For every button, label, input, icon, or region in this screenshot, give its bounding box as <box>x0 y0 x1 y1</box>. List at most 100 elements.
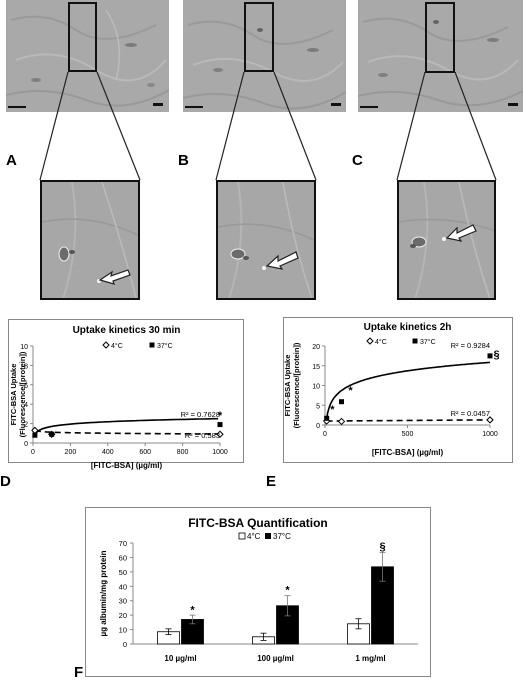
zoom-connector-lines <box>39 71 497 181</box>
scale-bar <box>8 106 26 108</box>
x-tick-label: 400 <box>102 449 114 456</box>
y-axis-label: (Fluorescence/[protein]) <box>18 351 27 437</box>
r-squared-label: R² = 0.7628 <box>181 410 220 419</box>
zoom-inset-b <box>216 180 316 300</box>
roi-box-a <box>68 2 97 72</box>
x-axis-label: [FITC-BSA] (µg/ml) <box>372 448 444 457</box>
y-tick-label: 60 <box>119 553 127 562</box>
r-squared-label: R² = 0.9284 <box>451 341 490 350</box>
arrow-icon <box>445 224 477 242</box>
y-tick-label: 4 <box>24 402 28 409</box>
roi-box-b <box>244 2 274 72</box>
r-squared-label: R² = 0.583 <box>185 431 220 440</box>
significance-marker: § <box>494 349 500 361</box>
y-tick-label: 2 <box>24 422 28 429</box>
y-axis-label: FITC-BSA Uptake <box>9 364 18 426</box>
legend-swatch-4c <box>238 532 246 540</box>
data-point-37c <box>324 415 330 421</box>
data-point-4c <box>486 416 494 424</box>
legend-label: 37°C <box>273 532 291 541</box>
y-tick-label: 20 <box>312 344 320 351</box>
scale-bar <box>508 103 518 106</box>
x-category-label: 1 mg/ml <box>355 654 385 663</box>
data-point-37c <box>32 432 38 438</box>
y-tick-label: 0 <box>123 640 127 649</box>
trend-line-37c <box>325 361 491 422</box>
x-tick-label: 0 <box>323 431 327 438</box>
legend-label: 4°C <box>375 338 387 346</box>
x-tick-label: 1000 <box>482 431 498 438</box>
data-point-37c <box>217 422 223 428</box>
legend-marker-37c <box>412 338 418 344</box>
micrograph-b-texture <box>183 20 346 110</box>
x-tick-label: 200 <box>65 449 77 456</box>
y-axis-label: µg albumin/mg protein <box>99 550 108 636</box>
y-tick-label: 10 <box>312 384 320 391</box>
y-tick-label: 8 <box>24 363 28 370</box>
x-axis-label: [FITC-BSA] (µg/ml) <box>91 461 163 470</box>
y-tick-label: 10 <box>119 626 127 635</box>
zoom-inset-a-image <box>42 182 138 298</box>
y-tick-label: 70 <box>119 539 127 548</box>
zoom-inset-b-image <box>218 182 314 298</box>
y-axis-label: (Fluorescence/[protein]) <box>292 342 301 428</box>
chart-title: Uptake kinetics 2h <box>364 322 452 333</box>
data-point-37c <box>487 353 493 359</box>
x-tick-label: 1000 <box>212 449 228 456</box>
panel-label-f: F <box>74 664 84 681</box>
legend-swatch-37c <box>265 533 271 539</box>
significance-marker: * <box>348 385 353 397</box>
x-tick-label: 600 <box>139 449 151 456</box>
panel-label-b: B <box>178 152 189 169</box>
chart-title: FITC-BSA Quantification <box>188 516 328 530</box>
significance-marker: * <box>285 585 290 597</box>
r-squared-label: R² = 0.0457 <box>451 409 490 418</box>
data-point-37c <box>339 399 344 405</box>
chart-e-frame <box>283 317 513 463</box>
y-tick-label: 0 <box>24 441 28 448</box>
x-category-label: 10 µg/ml <box>164 654 196 663</box>
legend-label: 37°C <box>157 342 173 350</box>
legend-label: 4°C <box>111 342 123 350</box>
y-tick-label: 20 <box>119 611 127 620</box>
legend-marker-37c <box>149 342 155 348</box>
chart-d-frame <box>8 319 244 463</box>
arrow-icon <box>98 269 131 285</box>
trend-line-37c <box>34 417 219 435</box>
y-tick-label: 30 <box>119 597 127 606</box>
micrograph-a <box>6 0 169 112</box>
y-tick-label: 10 <box>20 344 28 351</box>
scale-bar <box>185 106 203 108</box>
significance-marker: * <box>330 404 335 416</box>
scale-bar <box>153 103 163 106</box>
x-category-label: 100 µg/ml <box>257 654 294 663</box>
y-tick-label: 5 <box>316 403 320 410</box>
y-tick-label: 15 <box>312 364 320 371</box>
micrograph-c <box>358 0 523 112</box>
data-point-4c <box>216 430 224 438</box>
scale-bar <box>360 106 378 108</box>
zoom-inset-a <box>40 180 140 300</box>
significance-marker: § <box>379 541 385 553</box>
roi-box-c <box>425 2 455 73</box>
zoom-inset-c <box>397 180 496 300</box>
x-tick-label: 0 <box>31 449 35 456</box>
scale-bar <box>331 103 341 106</box>
trend-line-4c <box>326 419 491 422</box>
y-tick-label: 50 <box>119 568 127 577</box>
x-tick-label: 800 <box>177 449 189 456</box>
significance-marker: * <box>218 410 223 422</box>
arrow-icon <box>265 251 299 270</box>
chart-title: Uptake kinetics 30 min <box>73 325 181 336</box>
trend-line-4c <box>34 429 219 435</box>
data-point-37c <box>49 431 55 437</box>
legend-label: 37°C <box>420 338 436 346</box>
panel-label-a: A <box>6 152 17 169</box>
micrograph-c-texture <box>358 17 523 107</box>
panel-label-d: D <box>0 473 11 490</box>
y-tick-label: 40 <box>119 582 127 591</box>
significance-marker: * <box>190 605 195 617</box>
zoom-inset-c-image <box>399 182 494 298</box>
